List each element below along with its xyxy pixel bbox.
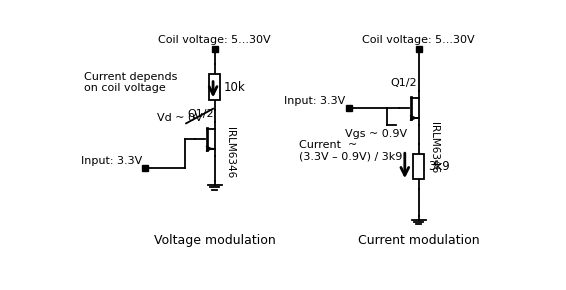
Text: IRLM6346: IRLM6346 xyxy=(429,122,439,173)
Text: Q1/2: Q1/2 xyxy=(390,78,417,88)
Text: Coil voltage: 5...30V: Coil voltage: 5...30V xyxy=(362,35,475,45)
Text: Input: 3.3V: Input: 3.3V xyxy=(81,157,142,166)
Text: 10k: 10k xyxy=(224,81,246,94)
Bar xyxy=(413,154,424,179)
Text: Q1/2: Q1/2 xyxy=(187,109,214,119)
Text: 3k9: 3k9 xyxy=(428,160,449,173)
Text: IRLM6346: IRLM6346 xyxy=(225,127,235,179)
Bar xyxy=(209,75,220,100)
Text: Vgs ~ 0.9V: Vgs ~ 0.9V xyxy=(345,129,407,139)
Text: Input: 3.3V: Input: 3.3V xyxy=(284,96,345,106)
Text: Vd ~ 0V: Vd ~ 0V xyxy=(157,113,203,123)
Text: Current depends
on coil voltage: Current depends on coil voltage xyxy=(84,72,177,93)
Text: Voltage modulation: Voltage modulation xyxy=(154,234,276,247)
Text: Current modulation: Current modulation xyxy=(358,234,479,247)
Text: Coil voltage: 5...30V: Coil voltage: 5...30V xyxy=(158,35,271,45)
Text: Current  ~
(3.3V – 0.9V) / 3k9: Current ~ (3.3V – 0.9V) / 3k9 xyxy=(299,140,402,162)
